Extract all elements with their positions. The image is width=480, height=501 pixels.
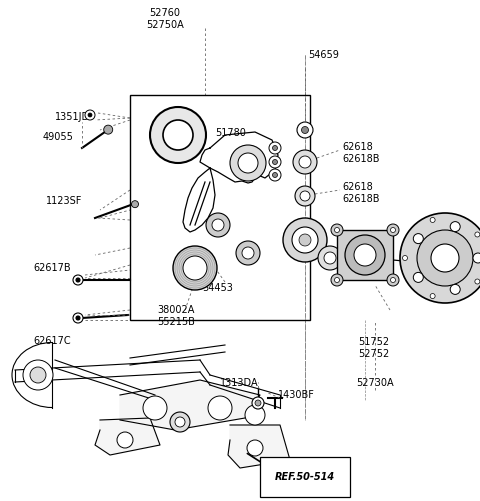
- Circle shape: [175, 417, 185, 427]
- Circle shape: [413, 233, 423, 243]
- Circle shape: [117, 432, 133, 448]
- Circle shape: [331, 224, 343, 236]
- Circle shape: [403, 256, 408, 261]
- Circle shape: [76, 278, 80, 282]
- Circle shape: [132, 201, 139, 208]
- Circle shape: [73, 275, 83, 285]
- Circle shape: [331, 274, 343, 286]
- Circle shape: [273, 145, 277, 150]
- Circle shape: [206, 213, 230, 237]
- Circle shape: [183, 256, 207, 280]
- Polygon shape: [228, 425, 290, 468]
- Circle shape: [473, 253, 480, 263]
- Text: 62618
62618B: 62618 62618B: [342, 142, 380, 164]
- Circle shape: [431, 244, 459, 272]
- Circle shape: [430, 294, 435, 299]
- Circle shape: [417, 230, 473, 286]
- Text: 62617B: 62617B: [33, 263, 71, 273]
- Circle shape: [387, 224, 399, 236]
- Circle shape: [450, 285, 460, 295]
- Circle shape: [238, 153, 258, 173]
- Circle shape: [475, 279, 480, 284]
- Circle shape: [23, 360, 53, 390]
- Circle shape: [413, 273, 423, 283]
- Circle shape: [247, 440, 263, 456]
- Circle shape: [88, 113, 92, 117]
- Circle shape: [252, 397, 264, 409]
- Circle shape: [255, 400, 261, 406]
- Circle shape: [300, 191, 310, 201]
- Circle shape: [475, 232, 480, 237]
- Text: 51752
52752: 51752 52752: [358, 337, 389, 359]
- Circle shape: [143, 396, 167, 420]
- Circle shape: [324, 252, 336, 264]
- Text: 38002A
55215B: 38002A 55215B: [157, 305, 195, 327]
- Circle shape: [85, 110, 95, 120]
- Circle shape: [292, 227, 318, 253]
- Circle shape: [163, 120, 193, 150]
- Text: 1123SF: 1123SF: [46, 196, 83, 206]
- Circle shape: [450, 221, 460, 231]
- Circle shape: [212, 219, 224, 231]
- Text: REF.50-514: REF.50-514: [275, 472, 335, 482]
- Circle shape: [335, 278, 339, 283]
- Circle shape: [104, 125, 113, 134]
- Circle shape: [335, 227, 339, 232]
- Circle shape: [295, 186, 315, 206]
- Text: 51780: 51780: [215, 128, 246, 138]
- Circle shape: [293, 150, 317, 174]
- Circle shape: [269, 169, 281, 181]
- Bar: [337, 230, 393, 280]
- Circle shape: [273, 172, 277, 177]
- Text: 62617C: 62617C: [33, 336, 71, 346]
- Circle shape: [170, 412, 190, 432]
- Text: 54453: 54453: [202, 283, 233, 293]
- Circle shape: [354, 244, 376, 266]
- Text: 1351JD: 1351JD: [55, 112, 90, 122]
- Circle shape: [430, 217, 435, 222]
- Circle shape: [245, 405, 265, 425]
- Circle shape: [273, 159, 277, 164]
- Text: 52730A: 52730A: [356, 378, 394, 388]
- Circle shape: [391, 278, 396, 283]
- Circle shape: [345, 235, 385, 275]
- Text: 54659: 54659: [308, 50, 339, 60]
- Bar: [130, 95, 310, 320]
- Circle shape: [242, 247, 254, 259]
- Text: 62618
62618B: 62618 62618B: [342, 182, 380, 203]
- Polygon shape: [95, 418, 160, 455]
- Circle shape: [236, 241, 260, 265]
- Circle shape: [301, 126, 309, 133]
- Circle shape: [76, 316, 80, 320]
- Circle shape: [73, 313, 83, 323]
- Circle shape: [30, 367, 46, 383]
- Text: 1430BF: 1430BF: [278, 390, 315, 400]
- Circle shape: [269, 156, 281, 168]
- Circle shape: [208, 396, 232, 420]
- Circle shape: [150, 107, 206, 163]
- Text: 52760
52750A: 52760 52750A: [146, 8, 184, 30]
- Circle shape: [387, 274, 399, 286]
- Text: 49055: 49055: [43, 132, 74, 142]
- Circle shape: [299, 234, 311, 246]
- Circle shape: [269, 142, 281, 154]
- Circle shape: [318, 246, 342, 270]
- Circle shape: [391, 227, 396, 232]
- Circle shape: [230, 145, 266, 181]
- Circle shape: [297, 122, 313, 138]
- Circle shape: [283, 218, 327, 262]
- Circle shape: [173, 246, 217, 290]
- Text: 1313DA: 1313DA: [220, 378, 259, 388]
- Polygon shape: [120, 380, 260, 430]
- Circle shape: [400, 213, 480, 303]
- Circle shape: [299, 156, 311, 168]
